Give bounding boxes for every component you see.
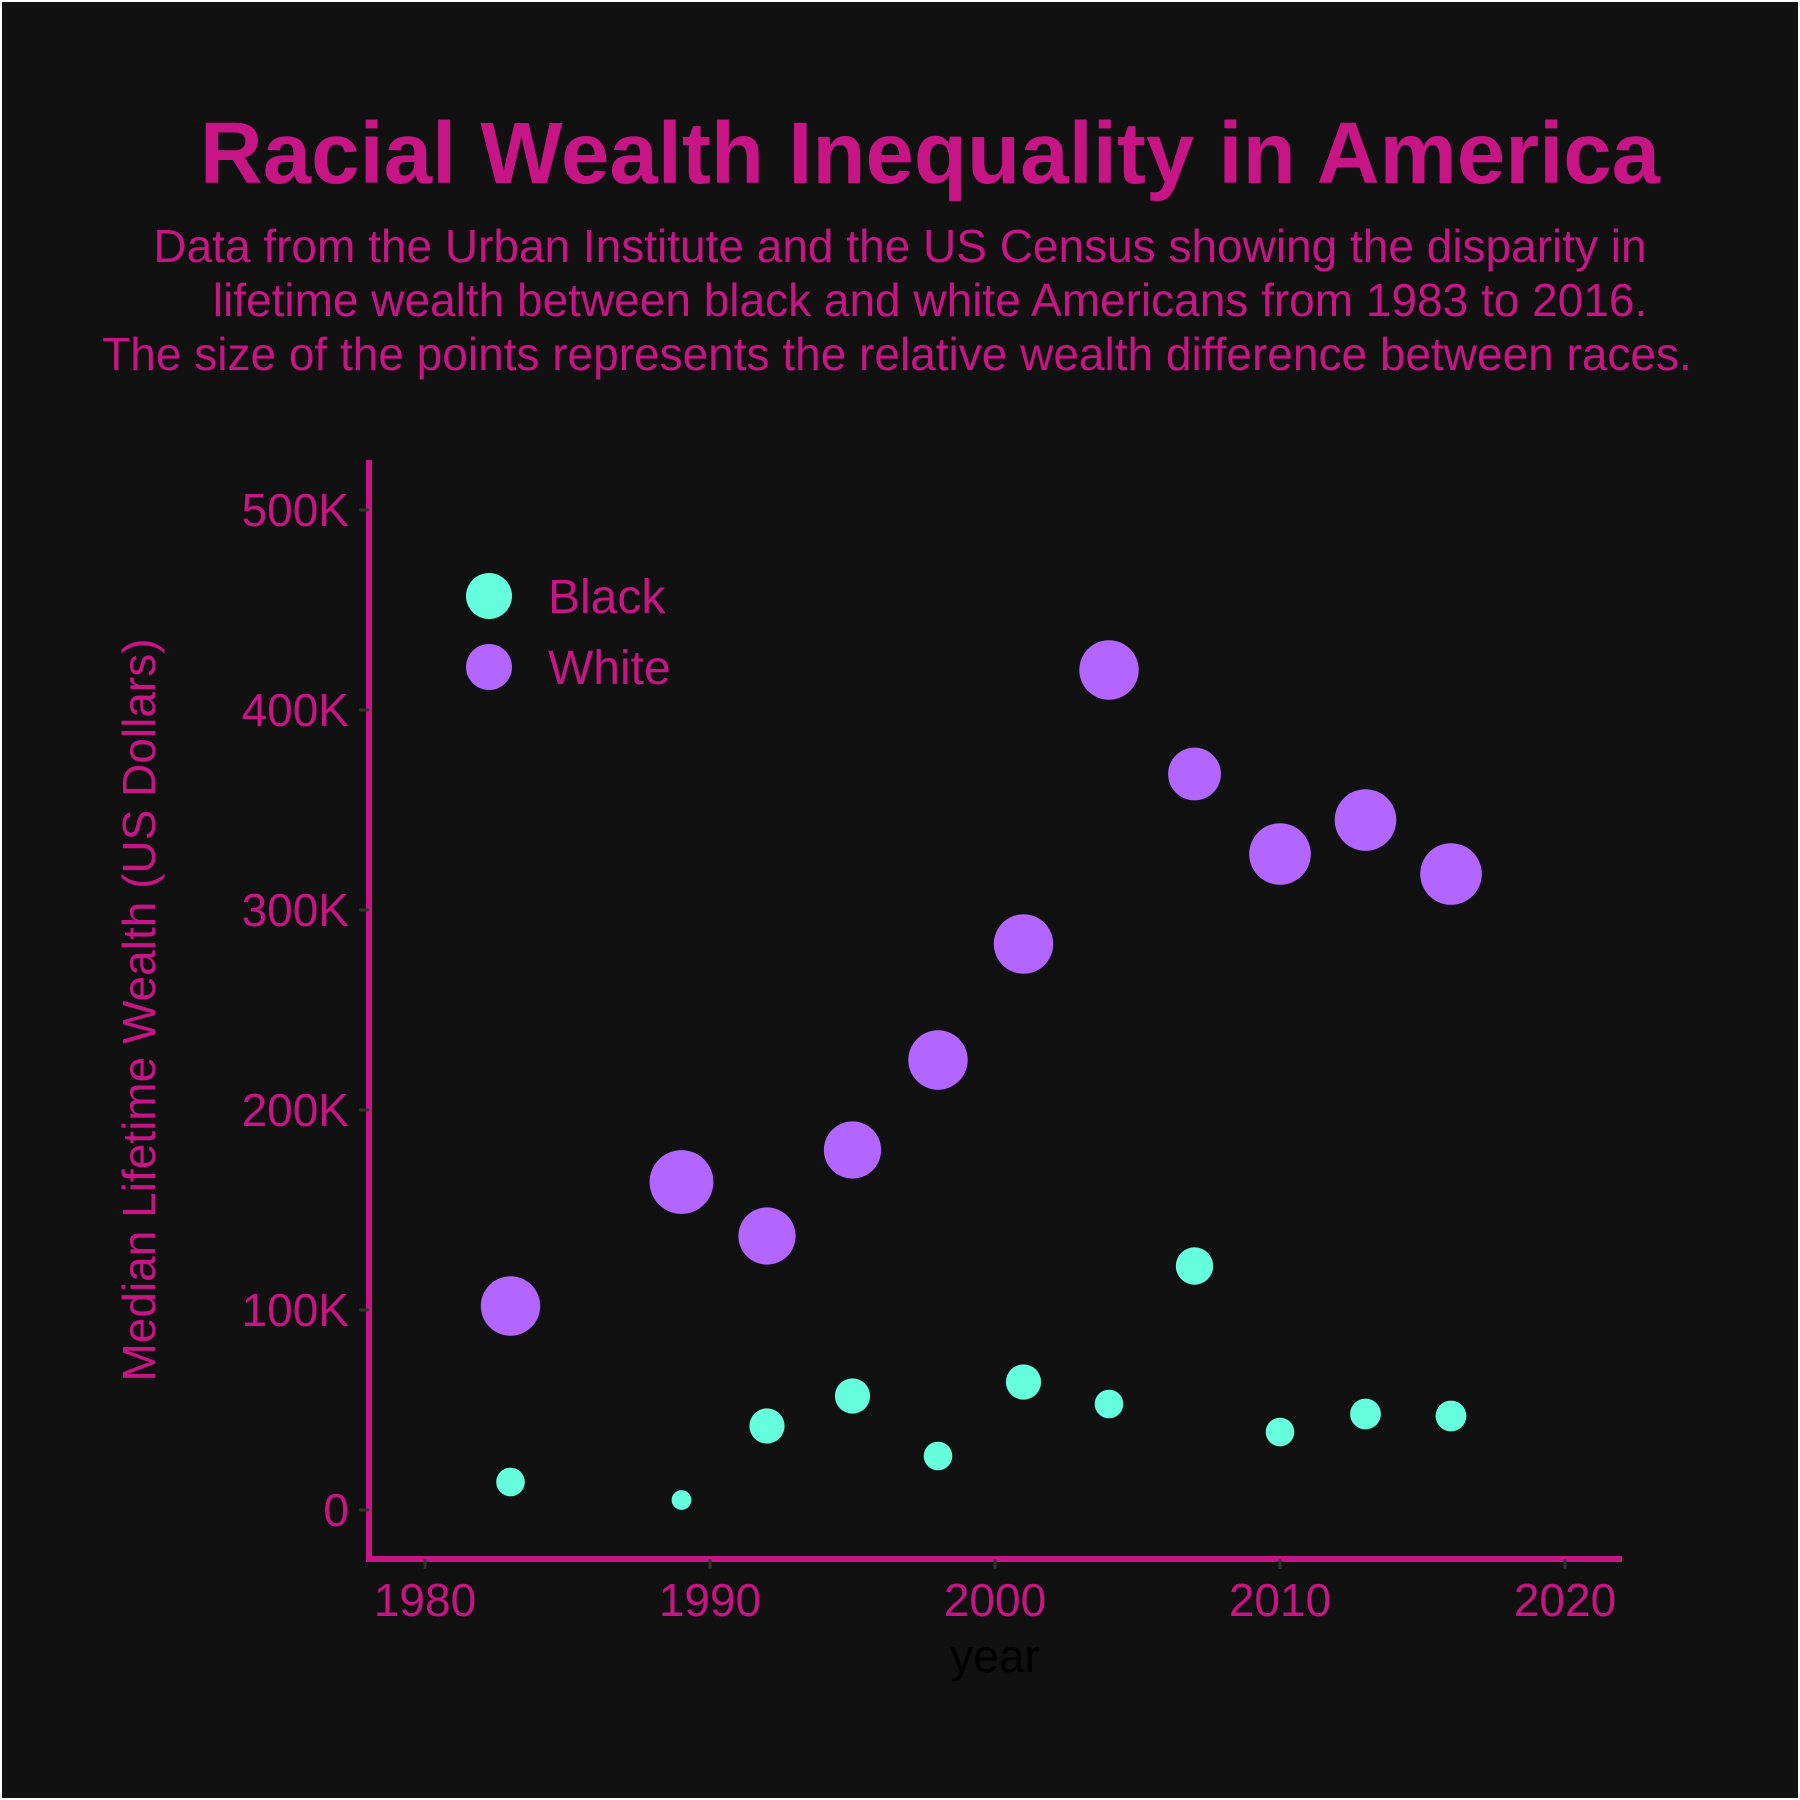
data-point-white-2016: [1420, 843, 1482, 905]
y-tick-label: 200K: [242, 1084, 350, 1136]
y-tick-label: 0: [323, 1484, 349, 1536]
chart-subtitle-line-1: Data from the Urban Institute and the US…: [153, 220, 1646, 272]
data-point-black-2010: [1265, 1417, 1295, 1447]
data-point-black-1989: [671, 1490, 692, 1510]
y-tick-label: 300K: [242, 884, 350, 936]
data-point-white-2010: [1249, 823, 1311, 885]
x-tick-label: 2010: [1229, 1574, 1331, 1626]
data-point-white-1992: [738, 1207, 796, 1265]
y-axis-ticks: 0 100K 200K 300K 400K 500K: [242, 484, 369, 1536]
y-axis-title: Median Lifetime Wealth (US Dollars): [113, 638, 165, 1381]
data-point-white-1995: [823, 1121, 882, 1179]
chart-subtitle-line-3: The size of the points represents the re…: [102, 328, 1692, 380]
data-point-black-1998: [923, 1441, 953, 1471]
chart-title: Racial Wealth Inequality in America: [200, 105, 1661, 202]
data-point-white-1998: [908, 1030, 968, 1090]
x-tick-label: 2020: [1514, 1574, 1616, 1626]
legend-label-black: Black: [548, 571, 666, 624]
y-tick-label: 400K: [242, 684, 350, 736]
data-point-black-2001: [1005, 1364, 1042, 1400]
x-tick-label: 2000: [944, 1574, 1046, 1626]
data-point-white-1983: [480, 1276, 541, 1336]
legend-swatch-white: [466, 644, 512, 690]
data-point-black-2016: [1435, 1400, 1467, 1432]
chart-subtitle-line-2: lifetime wealth between black and white …: [213, 274, 1647, 326]
x-axis-ticks: 1980 1990 2000 2010 2020: [374, 1559, 1616, 1626]
data-point-white-2001: [993, 914, 1054, 974]
x-axis-title: year: [950, 1630, 1039, 1682]
data-point-black-2007: [1175, 1247, 1214, 1285]
data-point-white-1989: [649, 1150, 714, 1214]
legend: Black White: [466, 571, 671, 695]
data-point-black-2004: [1094, 1389, 1124, 1419]
data-points: [480, 640, 1482, 1510]
data-point-white-2013: [1334, 789, 1397, 851]
y-tick-label: 500K: [242, 484, 350, 536]
legend-label-white: White: [548, 642, 671, 695]
x-tick-label: 1990: [659, 1574, 761, 1626]
data-point-black-2013: [1350, 1398, 1381, 1430]
y-tick-label: 100K: [242, 1284, 350, 1336]
data-point-white-2004: [1079, 640, 1139, 700]
data-point-white-2007: [1168, 747, 1221, 801]
data-point-black-1983: [496, 1467, 525, 1497]
data-point-black-1992: [749, 1408, 785, 1444]
x-tick-label: 1980: [374, 1574, 476, 1626]
data-point-black-1995: [834, 1378, 871, 1414]
legend-swatch-black: [466, 573, 512, 619]
